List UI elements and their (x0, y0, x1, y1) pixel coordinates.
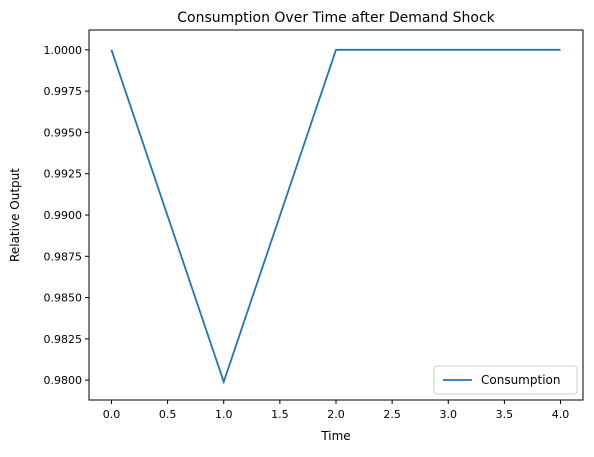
series-layer (110, 48, 561, 385)
x-tick-label: 4.0 (552, 408, 570, 421)
y-tick-label: 0.9825 (44, 333, 83, 346)
x-tick-label: 0.0 (103, 408, 121, 421)
y-tick-label: 0.9800 (44, 374, 83, 387)
legend-box (433, 365, 578, 395)
x-tick-label: 0.5 (159, 408, 177, 421)
series-line-consumption (110, 48, 561, 385)
x-tick-label: 2.5 (383, 408, 401, 421)
y-axis-ticks: 0.9800 0.9825 0.9850 0.9875 0.9900 0.9925 0.99… (44, 44, 89, 387)
plot-area (88, 29, 584, 401)
x-axis-label: Time (320, 429, 350, 443)
y-tick-label: 0.9975 (44, 85, 83, 98)
x-tick-label: 2.0 (327, 408, 345, 421)
y-tick-label: 0.9925 (44, 168, 83, 181)
x-tick-label: 1.5 (271, 408, 289, 421)
x-axis-ticks: 0.0 0.5 1.0 1.5 2.0 2.5 3.0 3.5 4.0 (103, 400, 570, 421)
y-tick-label: 0.9900 (44, 209, 83, 222)
y-tick-label: 0.9850 (44, 292, 83, 305)
x-tick-label: 3.5 (496, 408, 514, 421)
chart-title: Consumption Over Time after Demand Shock (177, 10, 495, 26)
x-tick-label: 3.0 (440, 408, 458, 421)
legend-label-consumption: Consumption (481, 373, 560, 387)
legend: Consumption (433, 365, 578, 395)
y-tick-label: 1.0000 (44, 44, 83, 57)
plot-frame (88, 29, 584, 401)
y-axis-label: Relative Output (8, 168, 22, 262)
y-tick-label: 0.9875 (44, 250, 83, 263)
x-tick-label: 1.0 (215, 408, 233, 421)
y-tick-label: 0.9950 (44, 126, 83, 139)
